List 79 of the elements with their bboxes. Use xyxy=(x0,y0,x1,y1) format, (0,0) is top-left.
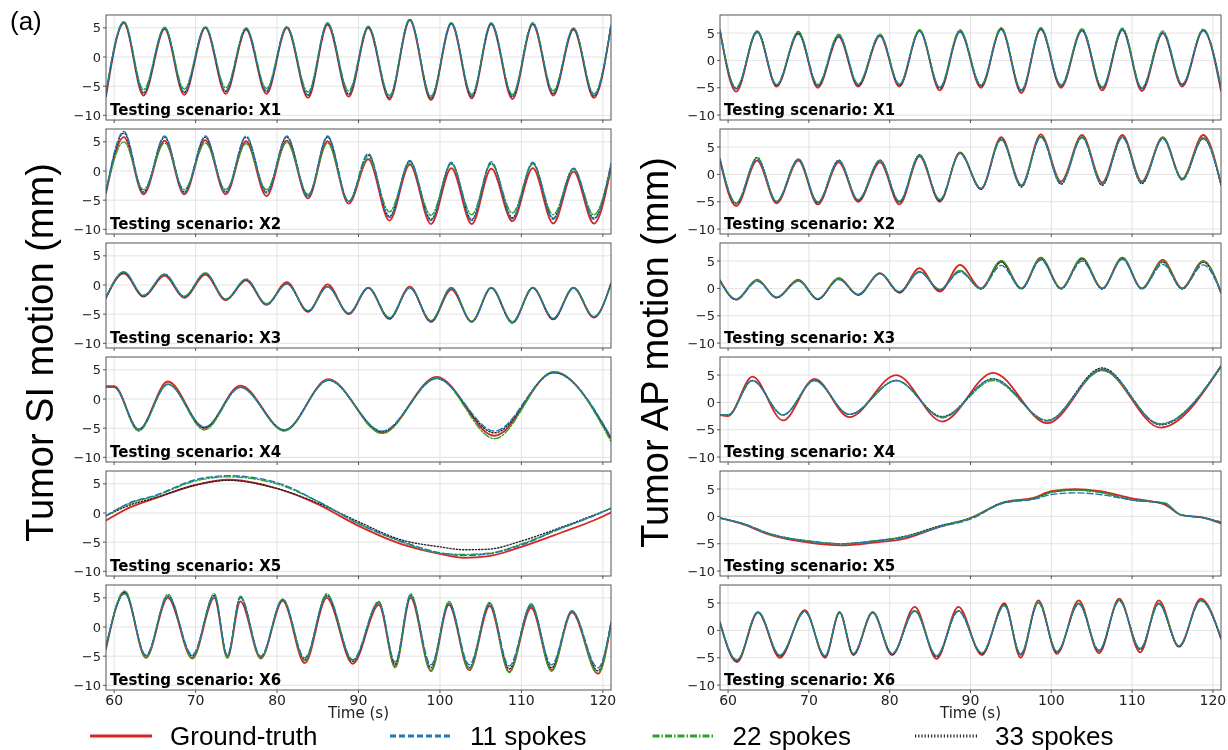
y-tick-label: −5 xyxy=(695,80,715,96)
legend-label: 33 spokes xyxy=(995,721,1114,750)
y-tick-label: 0 xyxy=(92,163,101,179)
y-tick-label: −5 xyxy=(695,650,715,666)
x-tick-label: 100 xyxy=(1037,692,1065,708)
y-axis-title: Tumor SI motion (mm) xyxy=(19,163,62,542)
y-tick-label: 0 xyxy=(706,622,715,638)
annotation: Testing scenario: X2 xyxy=(110,215,282,233)
x-tick-label: 60 xyxy=(719,692,737,708)
legend-label: 22 spokes xyxy=(732,721,852,750)
x-tick-label: 110 xyxy=(1118,692,1146,708)
y-tick-label: −10 xyxy=(687,335,715,351)
y-tick-label: 5 xyxy=(92,248,101,264)
y-tick-label: 0 xyxy=(706,280,715,296)
y-tick-label: 0 xyxy=(92,49,101,65)
x-tick-label: 80 xyxy=(268,692,286,708)
legend-label: 11 spokes xyxy=(470,721,587,750)
y-tick-label: 5 xyxy=(706,367,715,383)
y-tick-label: 0 xyxy=(92,277,101,293)
y-tick-label: −5 xyxy=(81,534,101,550)
annotation: Testing scenario: X2 xyxy=(724,215,896,233)
x-tick-label: 120 xyxy=(1199,692,1227,708)
y-tick-label: −10 xyxy=(687,221,715,237)
y-tick-label: 0 xyxy=(706,508,715,524)
y-tick-label: 0 xyxy=(92,619,101,635)
annotation: Testing scenario: X6 xyxy=(110,671,282,689)
y-tick-label: −10 xyxy=(73,563,101,579)
y-tick-label: −5 xyxy=(695,194,715,210)
y-tick-label: 5 xyxy=(92,362,101,378)
annotation: Testing scenario: X5 xyxy=(110,557,282,575)
y-tick-label: −5 xyxy=(695,308,715,324)
annotation: Testing scenario: X6 xyxy=(724,671,896,689)
y-tick-label: −10 xyxy=(687,563,715,579)
x-tick-label: 60 xyxy=(105,692,124,708)
y-tick-label: −10 xyxy=(73,221,101,237)
y-tick-label: −5 xyxy=(81,420,101,436)
y-tick-label: −5 xyxy=(81,306,101,322)
x-tick-label: 100 xyxy=(426,692,454,708)
y-tick-label: 5 xyxy=(92,590,101,606)
y-tick-label: −10 xyxy=(687,449,715,465)
y-tick-label: −10 xyxy=(73,449,101,465)
y-tick-label: −5 xyxy=(81,648,101,664)
y-tick-label: 5 xyxy=(706,253,715,269)
annotation: Testing scenario: X1 xyxy=(724,101,896,119)
x-tick-label: 70 xyxy=(799,692,818,708)
y-tick-label: 5 xyxy=(92,20,101,36)
y-tick-label: 5 xyxy=(706,595,715,611)
y-tick-label: −10 xyxy=(73,335,101,351)
x-tick-label: 110 xyxy=(508,692,535,708)
annotation: Testing scenario: X4 xyxy=(724,443,896,461)
y-tick-label: 5 xyxy=(706,481,715,497)
y-tick-label: 0 xyxy=(706,52,715,68)
y-tick-label: −5 xyxy=(695,536,715,552)
y-tick-label: 0 xyxy=(92,391,101,407)
y-tick-label: −5 xyxy=(695,422,715,438)
y-tick-label: 5 xyxy=(706,139,715,155)
y-tick-label: −10 xyxy=(73,677,101,693)
y-tick-label: −10 xyxy=(687,107,715,123)
legend-label: Ground-truth xyxy=(170,721,318,750)
annotation: Testing scenario: X1 xyxy=(110,101,282,119)
annotation: Testing scenario: X4 xyxy=(110,443,282,461)
x-tick-label: 120 xyxy=(589,692,617,708)
chart-title: (a) xyxy=(10,6,42,36)
y-tick-label: 0 xyxy=(92,505,101,521)
annotation: Testing scenario: X5 xyxy=(724,557,896,575)
annotation: Testing scenario: X3 xyxy=(724,329,896,347)
x-tick-label: 80 xyxy=(880,692,899,708)
y-tick-label: −5 xyxy=(81,192,101,208)
annotation: Testing scenario: X3 xyxy=(110,329,282,347)
y-tick-label: 5 xyxy=(706,25,715,41)
y-tick-label: 5 xyxy=(92,476,101,492)
y-tick-label: −10 xyxy=(687,677,715,693)
y-tick-label: 5 xyxy=(92,134,101,150)
y-tick-label: −5 xyxy=(81,78,101,94)
y-tick-label: 0 xyxy=(706,166,715,182)
y-tick-label: 0 xyxy=(706,394,715,410)
y-axis-title: Tumor AP motion (mm) xyxy=(634,157,677,548)
y-tick-label: −10 xyxy=(73,107,101,123)
x-tick-label: 70 xyxy=(186,692,205,708)
